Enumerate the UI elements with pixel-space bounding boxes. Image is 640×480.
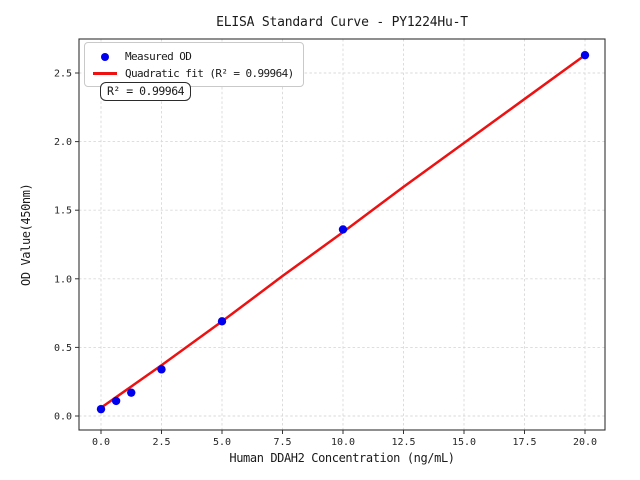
- data-point: [580, 50, 590, 60]
- x-tick-label: 0.0: [92, 437, 110, 448]
- y-tick-label: 0.5: [54, 343, 72, 354]
- legend-marker-dot-icon: [101, 52, 109, 61]
- y-tick-label: 2.5: [54, 69, 72, 80]
- legend: Measured OD Quadratic fit (R² = 0.99964): [84, 42, 304, 87]
- data-point: [96, 404, 106, 414]
- legend-marker: [92, 52, 118, 61]
- x-axis-label: Human DDAH2 Concentration (ng/mL): [229, 451, 455, 465]
- legend-item: Measured OD: [92, 48, 294, 65]
- legend-item-label: Quadratic fit (R² = 0.99964): [125, 67, 294, 80]
- x-tick-label: 15.0: [452, 437, 476, 448]
- data-point: [338, 225, 348, 234]
- legend-item: Quadratic fit (R² = 0.99964): [92, 65, 294, 82]
- y-axis-label: OD Value(450nm): [19, 183, 33, 286]
- x-tick-label: 5.0: [213, 437, 231, 448]
- y-tick-label: 0.0: [54, 412, 72, 423]
- data-point: [127, 388, 136, 397]
- data-point: [157, 365, 166, 374]
- x-tick-label: 12.5: [391, 437, 415, 448]
- legend-marker-line-icon: [93, 72, 117, 75]
- y-tick-label: 2.0: [54, 137, 72, 148]
- legend-marker: [92, 72, 118, 75]
- r-squared-annotation: R² = 0.99964: [100, 82, 192, 101]
- data-point: [217, 317, 227, 326]
- x-tick-label: 7.5: [273, 437, 291, 448]
- plot-border: [78, 38, 606, 431]
- chart-title: ELISA Standard Curve - PY1224Hu-T: [216, 15, 468, 30]
- y-tick-label: 1.0: [54, 274, 72, 285]
- x-tick-label: 2.5: [152, 437, 170, 448]
- x-tick-label: 17.5: [512, 437, 536, 448]
- x-tick-label: 20.0: [573, 437, 597, 448]
- legend-item-label: Measured OD: [125, 50, 192, 63]
- y-tick-label: 1.5: [54, 206, 72, 217]
- x-tick-label: 10.0: [331, 437, 355, 448]
- data-point: [111, 396, 121, 406]
